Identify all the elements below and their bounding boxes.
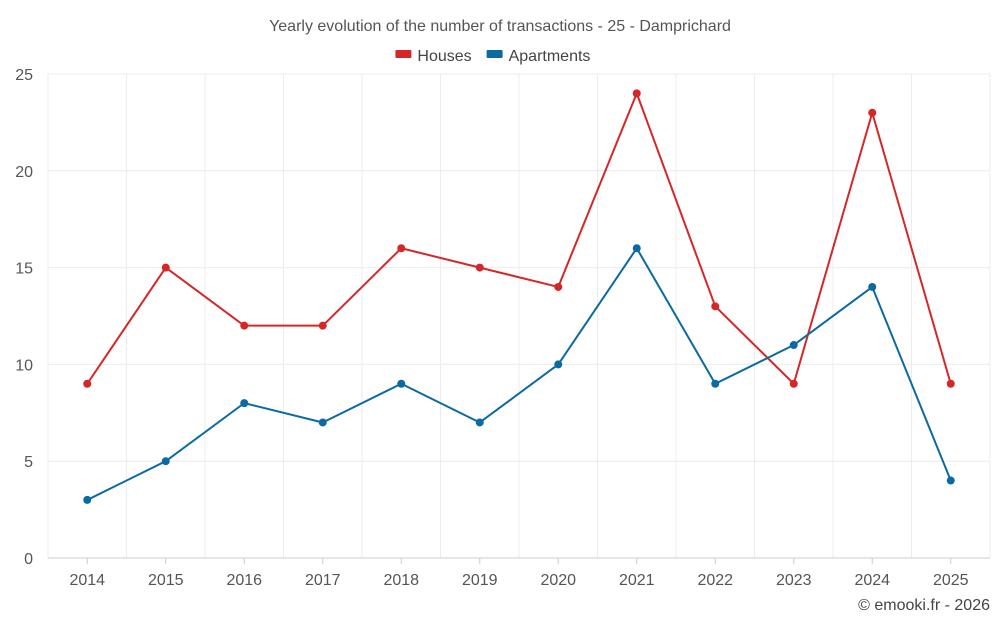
- data-point-houses: [161, 263, 170, 272]
- legend-label: Houses: [417, 48, 471, 65]
- data-point-apartments: [318, 418, 327, 427]
- x-tick-label: 2018: [383, 572, 419, 589]
- x-tick-label: 2014: [69, 572, 105, 589]
- data-point-houses: [554, 282, 563, 291]
- legend-label: Apartments: [509, 48, 591, 65]
- x-tick-label: 2021: [619, 572, 655, 589]
- y-tick-label: 25: [15, 67, 33, 84]
- x-tick-label: 2025: [933, 572, 969, 589]
- data-point-houses: [83, 379, 92, 388]
- data-point-apartments: [240, 399, 249, 408]
- x-tick-label: 2024: [854, 572, 890, 589]
- data-point-houses: [240, 321, 249, 330]
- y-tick-label: 15: [15, 261, 33, 278]
- legend-swatch: [395, 50, 412, 58]
- data-point-apartments: [83, 495, 92, 504]
- x-tick-label: 2016: [226, 572, 262, 589]
- data-point-houses: [318, 321, 327, 330]
- y-tick-label: 5: [24, 454, 33, 471]
- y-tick-label: 0: [24, 551, 33, 568]
- grid: [47, 73, 991, 558]
- data-point-apartments: [632, 244, 641, 253]
- y-tick-label: 10: [15, 357, 33, 374]
- data-point-apartments: [868, 282, 877, 291]
- data-point-apartments: [161, 457, 170, 466]
- legend-swatch: [486, 50, 503, 58]
- x-tick-label: 2017: [305, 572, 341, 589]
- data-point-houses: [789, 379, 798, 388]
- series-line-apartments: [86, 247, 952, 501]
- x-tick-label: 2023: [776, 572, 812, 589]
- data-point-houses: [632, 89, 641, 98]
- legend: Houses Apartments: [395, 48, 590, 65]
- data-point-apartments: [554, 360, 563, 369]
- x-tick-label: 2015: [148, 572, 184, 589]
- series-layer: [83, 89, 955, 504]
- data-point-apartments: [946, 476, 955, 485]
- x-tick-label: 2020: [540, 572, 576, 589]
- x-tick-label: 2019: [462, 572, 498, 589]
- data-point-apartments: [789, 341, 798, 350]
- data-point-houses: [475, 263, 484, 272]
- footer-credit: © emooki.fr - 2026: [858, 597, 990, 614]
- y-tick-label: 20: [15, 164, 33, 181]
- series-line-houses: [86, 92, 952, 385]
- data-point-apartments: [475, 418, 484, 427]
- x-tick-label: 2022: [697, 572, 733, 589]
- data-point-apartments: [397, 379, 406, 388]
- data-point-houses: [868, 108, 877, 117]
- chart-title: Yearly evolution of the number of transa…: [269, 18, 731, 35]
- data-point-houses: [397, 244, 406, 253]
- data-point-houses: [711, 302, 720, 311]
- data-point-houses: [946, 379, 955, 388]
- data-point-apartments: [711, 379, 720, 388]
